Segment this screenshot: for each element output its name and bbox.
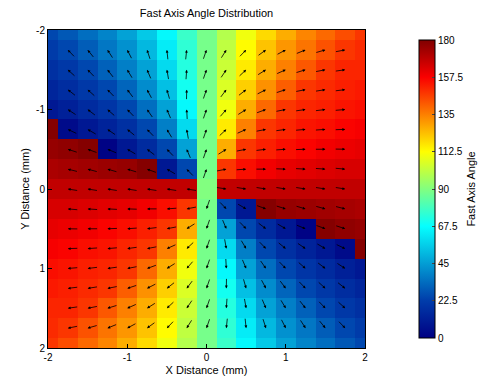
svg-text:22.5: 22.5 (438, 295, 458, 306)
svg-text:180: 180 (438, 35, 455, 46)
svg-text:2: 2 (362, 352, 368, 363)
svg-text:112.5: 112.5 (438, 146, 463, 157)
svg-text:0: 0 (438, 333, 444, 344)
svg-text:1: 1 (39, 263, 45, 274)
svg-text:X Distance (mm): X Distance (mm) (166, 364, 248, 376)
svg-text:Fast Axis Angle Distribution: Fast Axis Angle Distribution (140, 7, 273, 19)
svg-text:-1: -1 (36, 104, 45, 115)
svg-text:0: 0 (204, 352, 210, 363)
svg-text:90: 90 (438, 184, 450, 195)
svg-text:-2: -2 (44, 352, 53, 363)
svg-text:-1: -1 (123, 352, 132, 363)
svg-text:67.5: 67.5 (438, 221, 458, 232)
svg-text:2: 2 (39, 343, 45, 354)
svg-text:157.5: 157.5 (438, 72, 463, 83)
svg-text:45: 45 (438, 258, 450, 269)
svg-text:Fast Axis Angle: Fast Axis Angle (465, 151, 477, 226)
svg-text:135: 135 (438, 109, 455, 120)
svg-text:-2: -2 (36, 25, 45, 36)
svg-text:0: 0 (39, 184, 45, 195)
svg-text:Y Distance (mm): Y Distance (mm) (19, 148, 31, 230)
svg-text:1: 1 (283, 352, 289, 363)
